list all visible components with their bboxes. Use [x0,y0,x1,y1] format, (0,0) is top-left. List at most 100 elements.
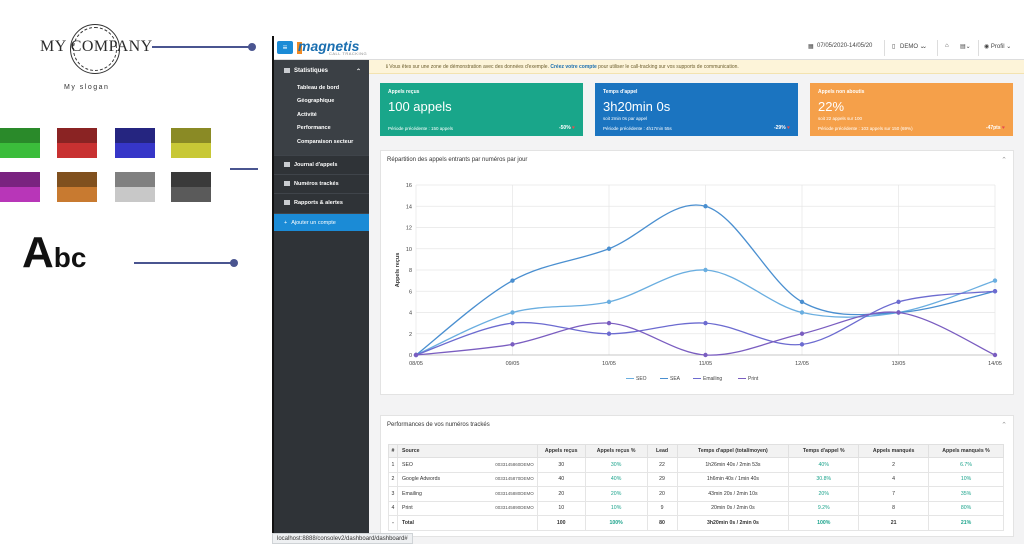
table-cell: 30.8% [788,471,860,487]
table-cell: 30 [536,457,586,473]
data-point-sea [606,246,612,251]
table-cell: 80 [646,515,678,531]
data-point-print [703,352,708,358]
connector-dot [248,43,256,51]
table-header-cell[interactable]: Appels reçus [536,444,586,458]
logo-circle [70,24,120,74]
company-name: MY COMPANY [40,38,153,55]
account-selector[interactable]: DEMO ⌄ [900,44,925,50]
table-total-row: - Total 100 100% 80 3h20min 0s / 2min 0s 100% 2… [388,515,1004,531]
data-point-print [510,342,515,347]
table-row: 1 SEO 0033145860DEMO 30 30% 22 1h26min 40s / 2… [388,457,1004,473]
typography-sample: Abc [22,228,87,277]
kpi-card: Appels reçus 100 appels Période précédente… [380,83,583,136]
collapse-icon[interactable]: ⌃ [1001,157,1007,164]
table-cell: - [388,515,398,531]
kpi-title: Appels non aboutis [818,89,865,95]
connector-dot [230,259,238,267]
table-header-row: # Source Appels reçus Appels reçus % Lead Tem… [388,444,1004,458]
data-point-print [992,352,998,358]
data-point-seo [606,299,612,305]
x-tick-label: 10/05 [602,361,616,367]
table-cell: 21% [928,515,1004,531]
sidebar-section-statistiques[interactable]: Statistiques ⌃ [272,68,369,75]
table-header-cell[interactable]: Source [396,444,538,458]
table-header-cell[interactable]: Temps d'appel % [788,444,860,458]
table-cell: 30% [584,457,648,473]
y-tick-label: 8 [409,268,412,274]
kpi-sub: soit 2min 0s par appel [603,116,648,121]
table-cell: 10% [928,471,1004,487]
connector-line [134,262,234,264]
notice-text-after: pour utiliser le call-tracking sur vos s… [596,64,739,70]
sidebar-item-numeros[interactable]: Numéros trackés [272,174,369,192]
y-tick-label: 6 [409,289,412,295]
demo-notice: ℹ Vous êtes sur une zone de démonstratio… [369,60,1024,74]
documents-icon[interactable]: ▤⌄ [960,44,971,50]
profile-menu[interactable]: ◉ Profil ⌄ [984,44,1012,50]
table-panel-title: Performances de vos numéros trackés [387,422,490,428]
color-swatch [0,128,40,158]
collapse-icon[interactable]: ⌃ [1001,422,1007,429]
table-header-cell[interactable]: Appels reçus % [584,444,648,458]
color-swatch [0,172,40,202]
y-tick-label: 10 [406,247,412,253]
table-header-cell[interactable]: Appels manqués [858,444,930,458]
date-range-picker[interactable]: 07/05/2020-14/05/20 [817,43,873,49]
menu-toggle-button[interactable]: ≡ [277,41,293,54]
add-account-button[interactable]: + Ajouter un compte [272,213,369,231]
table-cell: 10 [536,500,586,516]
table-header-cell[interactable]: Temps d'appel (total/moyen) [676,444,790,458]
divider [884,40,885,56]
data-point-emailing [799,342,805,347]
sidebar-item-activite[interactable]: Activité [297,112,317,118]
y-tick-label: 2 [409,332,412,338]
legend-item[interactable]: Emailing [693,376,722,382]
table-cell: 7 [858,486,930,502]
legend-item[interactable]: SEA [660,376,680,382]
table-cell: 20min 0s / 2min 0s [676,500,790,516]
table-header-cell[interactable]: # [388,444,398,458]
logo-circle-inner [73,27,117,71]
color-swatch [171,172,211,202]
data-point-sea [703,204,708,209]
sidebar-item-geographique[interactable]: Géographique [297,98,335,104]
table-cell: Total [396,515,538,531]
sidebar-item-rapports[interactable]: Rapports & alertes [272,193,369,211]
legend-item[interactable]: SEO [626,376,647,382]
table-header-cell[interactable]: Appels manqués % [928,444,1004,458]
chart-panel-title: Répartition des appels entrants par numé… [387,157,528,163]
data-point-sea [510,278,515,283]
table-cell: 9.2% [788,500,860,516]
table-cell: 1 [388,457,398,473]
sidebar-item-tableau-de-bord[interactable]: Tableau de bord [297,85,340,91]
table-body: 1 SEO 0033145860DEMO 30 30% 22 1h26min 40s / 2… [388,457,1004,531]
company-slogan: My slogan [64,84,110,91]
table-cell: 3h20min 0s / 2min 0s [676,515,790,531]
sidebar-item-journal[interactable]: Journal d'appels [272,155,369,173]
notice-text: Vous êtes sur une zone de démonstration … [389,64,551,70]
account-icon: ▯ [892,44,896,50]
app-logo[interactable]: magnetis [298,38,360,54]
y-tick-label: 12 [406,226,412,232]
numbers-icon [284,181,290,187]
home-icon[interactable]: ⌂ [945,43,949,49]
data-point-emailing [606,331,612,336]
app-logo-sub: CALL TRACKING [329,51,368,56]
sidebar-item-performance[interactable]: Performance [297,125,331,131]
create-account-link[interactable]: Créez votre compte [550,64,597,70]
logo-mark-icon [297,42,302,54]
data-point-emailing [510,320,515,326]
legend-item[interactable]: Print [738,376,758,382]
status-bar-url: localhost:8888/consolev2/dashboard/dashb… [272,533,413,544]
journal-icon [284,162,290,168]
table-header-cell[interactable]: Lead [646,444,678,458]
table-cell: 40% [788,457,860,473]
table-cell: 20% [584,486,648,502]
kpi-previous: Période précédente : 103 appels sur 150 … [818,126,913,131]
sidebar-item-comparaison-secteur[interactable]: Comparaison secteur [297,139,354,145]
reports-icon [284,200,290,206]
kpi-previous: Période précédente : 150 appels [388,126,454,131]
chevron-down-icon[interactable]: ⌄ [922,44,928,50]
